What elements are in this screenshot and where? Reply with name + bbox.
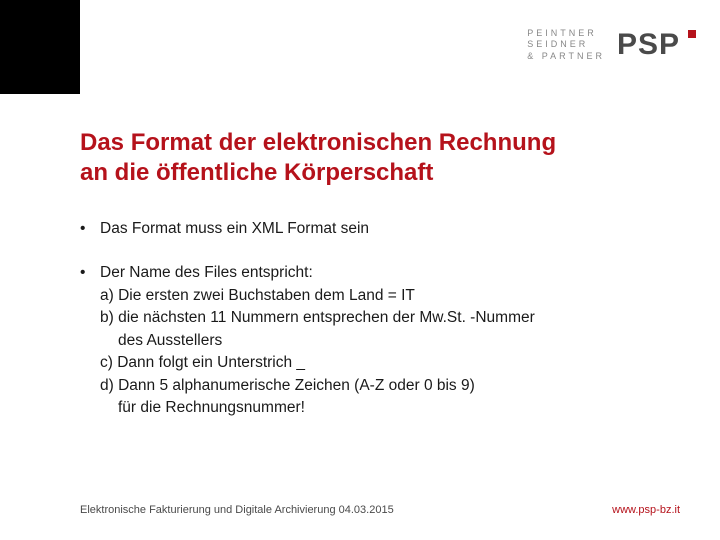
page-title: Das Format der elektronischen Rechnung a… [80,128,640,188]
bullet-2-b-line1: b) die nächsten 11 Nummern entsprechen d… [100,307,640,329]
slide: PEINTNER SEIDNER & PARTNER PSP Das Forma… [0,0,720,540]
logo-brand: PSP [617,28,680,61]
bullet-2-body: Der Name des Files entspricht: a) Die er… [100,262,640,419]
title-line-1: Das Format der elektronischen Rechnung [80,129,556,156]
content-area: Das Format der elektronischen Rechnung a… [0,94,720,540]
footer-left: Elektronische Fakturierung und Digitale … [80,504,394,516]
header-bar: PEINTNER SEIDNER & PARTNER PSP [0,0,720,94]
header-black-strip [0,0,80,94]
logo: PEINTNER SEIDNER & PARTNER PSP [527,28,680,62]
logo-line-2: SEIDNER [527,39,605,50]
title-line-2: an die öffentliche Körperschaft [80,159,433,186]
logo-brand-wrap: PSP [617,28,680,62]
bullet-list: Das Format muss ein XML Format sein Der … [80,218,640,420]
bullet-1-text: Das Format muss ein XML Format sein [100,220,369,237]
logo-line-3: & PARTNER [527,51,605,62]
logo-firm-name: PEINTNER SEIDNER & PARTNER [527,28,605,62]
logo-line-1: PEINTNER [527,28,605,39]
logo-square-icon [688,30,696,38]
bullet-2-c: c) Dann folgt ein Unterstrich _ [100,352,640,374]
bullet-2-d-line2: für die Rechnungsnummer! [100,397,640,419]
bullet-2-a: a) Die ersten zwei Buchstaben dem Land =… [100,285,640,307]
bullet-2: Der Name des Files entspricht: a) Die er… [80,262,640,419]
footer-url: www.psp-bz.it [612,504,680,516]
bullet-2-lead: Der Name des Files entspricht: [100,262,640,284]
bullet-2-d-line1: d) Dann 5 alphanumerische Zeichen (A-Z o… [100,375,640,397]
footer: Elektronische Fakturierung und Digitale … [80,504,680,516]
bullet-1: Das Format muss ein XML Format sein [80,218,640,240]
bullet-2-b-line2: des Ausstellers [100,330,640,352]
